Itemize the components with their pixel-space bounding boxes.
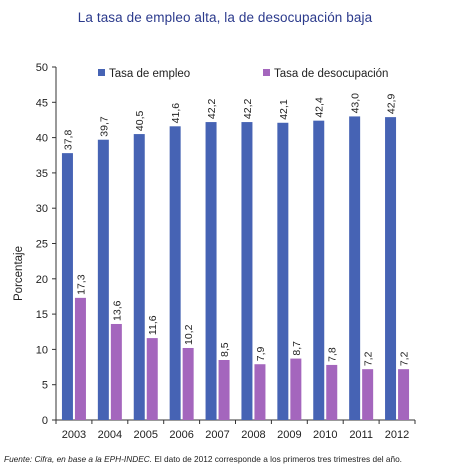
bar-empleo xyxy=(169,126,181,420)
bar-desocupacion xyxy=(290,358,302,420)
data-label-empleo: 40,5 xyxy=(134,110,146,131)
data-label-desocupacion: 17,3 xyxy=(75,274,87,295)
x-tick-label: 2005 xyxy=(134,429,158,441)
x-tick-label: 2003 xyxy=(62,429,86,441)
bar-desocupacion xyxy=(398,369,410,420)
y-tick-label: 35 xyxy=(36,168,48,180)
data-label-desocupacion: 8,5 xyxy=(219,342,231,357)
chart-title: La tasa de empleo alta, la de desocupaci… xyxy=(77,10,373,25)
x-tick-label: 2011 xyxy=(349,429,373,441)
bar-empleo xyxy=(133,134,145,420)
bar-empleo xyxy=(385,117,397,420)
data-label-empleo: 37,8 xyxy=(62,130,74,151)
data-label-empleo: 43,0 xyxy=(350,93,362,114)
y-tick-label: 30 xyxy=(36,203,48,215)
y-tick-label: 45 xyxy=(36,97,48,109)
data-label-empleo: 42,2 xyxy=(206,98,218,119)
bar-desocupacion xyxy=(254,364,266,420)
legend-swatch-desocupacion xyxy=(263,69,270,76)
source-note: Fuente: Cifra, en base a la EPH-INDEC. E… xyxy=(4,454,402,464)
source-prefix: Fuente: Cifra, en base a la EPH-INDEC. xyxy=(4,454,153,464)
bar-desocupacion xyxy=(362,369,374,420)
x-tick-label: 2010 xyxy=(313,429,337,441)
x-tick-label: 2012 xyxy=(385,429,409,441)
legend-swatch-empleo xyxy=(98,69,105,76)
y-tick-label: 10 xyxy=(36,344,48,356)
y-tick-label: 40 xyxy=(36,133,48,145)
bar-empleo xyxy=(313,120,325,420)
data-label-empleo: 41,6 xyxy=(170,103,182,124)
data-label-desocupacion: 7,2 xyxy=(399,351,411,366)
source-text: El dato de 2012 corresponde a los primer… xyxy=(152,454,402,464)
legend-label-desocupacion: Tasa de desocupación xyxy=(274,68,388,80)
data-label-desocupacion: 8,7 xyxy=(291,341,303,356)
data-label-empleo: 42,1 xyxy=(278,99,290,120)
bar-desocupacion xyxy=(146,338,158,420)
bar-empleo xyxy=(277,122,289,421)
data-label-desocupacion: 13,6 xyxy=(111,300,123,321)
bar-empleo xyxy=(241,122,253,421)
y-tick-label: 15 xyxy=(36,309,48,321)
bar-desocupacion xyxy=(326,364,338,420)
y-axis-label: Porcentaje xyxy=(13,246,25,301)
x-tick-label: 2008 xyxy=(241,429,265,441)
bar-desocupacion xyxy=(218,359,230,420)
x-tick-label: 2006 xyxy=(169,429,193,441)
data-label-empleo: 42,4 xyxy=(314,97,326,118)
bar-desocupacion xyxy=(74,297,86,420)
bar-empleo xyxy=(97,139,109,420)
bar-desocupacion xyxy=(110,323,122,420)
y-tick-label: 0 xyxy=(42,415,48,427)
y-tick-label: 25 xyxy=(36,239,48,251)
data-label-desocupacion: 10,2 xyxy=(183,324,195,345)
x-tick-label: 2004 xyxy=(98,429,122,441)
legend-label-empleo: Tasa de empleo xyxy=(109,68,190,80)
data-label-desocupacion: 7,9 xyxy=(255,346,267,361)
bar-empleo xyxy=(205,122,217,421)
data-label-desocupacion: 7,2 xyxy=(363,351,375,366)
bar-desocupacion xyxy=(182,347,194,420)
bar-empleo xyxy=(349,116,361,421)
data-label-empleo: 42,9 xyxy=(386,94,398,115)
y-tick-label: 50 xyxy=(36,62,48,74)
data-label-desocupacion: 11,6 xyxy=(147,315,159,335)
data-label-empleo: 42,2 xyxy=(242,98,254,119)
data-label-desocupacion: 7,8 xyxy=(327,347,339,362)
x-tick-label: 2007 xyxy=(205,429,229,441)
x-tick-label: 2009 xyxy=(277,429,301,441)
bar-empleo xyxy=(61,153,73,420)
y-tick-label: 20 xyxy=(36,274,48,286)
y-tick-label: 5 xyxy=(42,380,48,392)
data-label-empleo: 39,7 xyxy=(98,116,110,137)
